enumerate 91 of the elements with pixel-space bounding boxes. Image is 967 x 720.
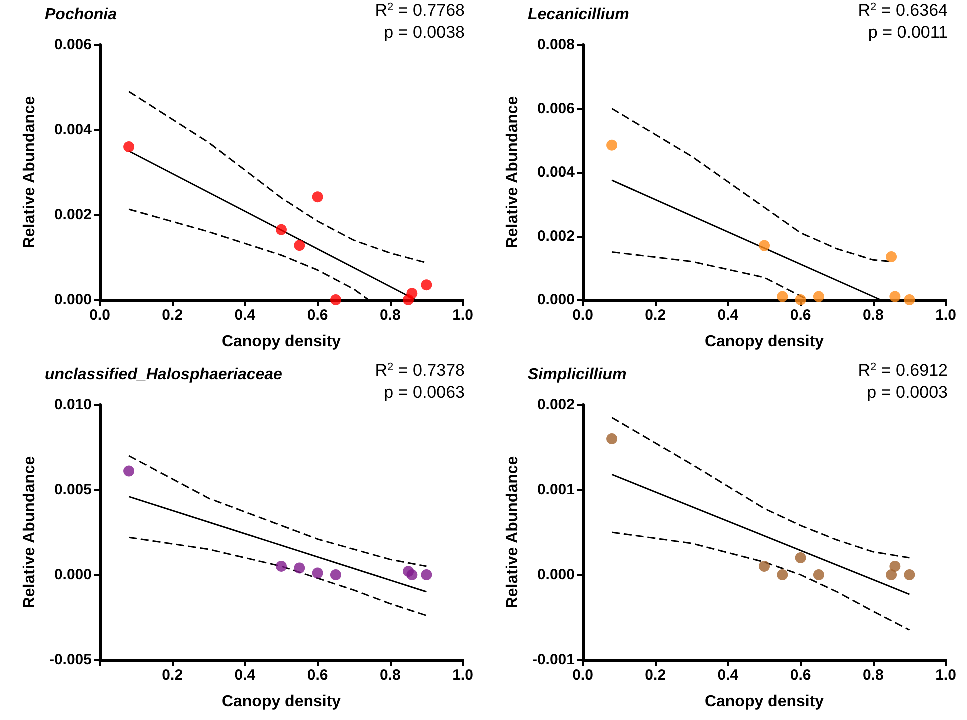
x-tick-label: 0.4 (718, 307, 740, 324)
x-tick-label: 0.6 (307, 667, 328, 684)
x-tick-label: 0.8 (862, 307, 884, 324)
x-tick-label: 0.4 (234, 667, 256, 684)
text: p = 0.0038 (384, 23, 466, 42)
x-tick-label: 0.6 (307, 307, 328, 324)
x-axis-title: Canopy density (222, 694, 342, 710)
y-tick-label: 0.010 (54, 396, 92, 414)
point (795, 552, 806, 564)
point (312, 192, 324, 203)
x-tick-label: 0.0 (572, 667, 594, 684)
line-series (611, 417, 910, 559)
text: p = 0.0003 (867, 383, 948, 402)
y-tick-label: 0.001 (537, 482, 575, 498)
y-tick-label: 0.000 (537, 292, 575, 308)
chart-title: unclassified_Halosphaeriaceae (45, 366, 283, 384)
x-tick-label: 0.4 (718, 667, 740, 684)
y-tick-label: 0.004 (537, 164, 576, 181)
point (330, 294, 342, 306)
x-tick-label: 0.0 (572, 307, 594, 324)
chart-title: Lecanicillium (528, 6, 630, 24)
chart-title: Pochonia (45, 6, 118, 24)
y-axis-title: Relative Abundance (22, 456, 38, 609)
x-tick-label: 1.0 (936, 307, 956, 324)
y-axis-title: Relative Abundance (504, 456, 522, 609)
point (606, 140, 618, 151)
y-tick-label: -0.001 (532, 652, 575, 668)
line-series (128, 536, 428, 617)
y-axis-title: Relative Abundance (22, 96, 38, 249)
x-tick-label: 1.0 (936, 667, 956, 684)
point (777, 291, 788, 302)
text: p = 0.0063 (384, 383, 466, 402)
point (813, 291, 824, 302)
text: p = 0.0011 (868, 23, 948, 42)
y-axis-title: Relative Abundance (504, 96, 522, 249)
point (421, 280, 432, 291)
x-tick-label: 0.2 (162, 667, 184, 684)
point (777, 570, 788, 580)
y-tick-label: 0.002 (54, 206, 92, 224)
chart-title: Simplicillium (528, 366, 627, 384)
x-tick-label: 0.8 (380, 307, 401, 324)
point (890, 291, 901, 302)
point (294, 240, 306, 252)
point (421, 570, 432, 580)
point (312, 568, 324, 579)
point (330, 570, 342, 580)
x-tick-label: 0.8 (862, 667, 884, 684)
point (606, 434, 618, 444)
point (276, 561, 287, 572)
point (795, 294, 806, 306)
y-tick-label: 0.002 (537, 396, 575, 414)
point (813, 570, 824, 580)
y-tick-label: 0.000 (537, 566, 575, 584)
line-series (128, 455, 428, 568)
point (406, 570, 418, 580)
y-tick-label: 0.006 (54, 36, 92, 54)
x-axis-title: Canopy density (704, 694, 824, 710)
y-tick-label: 0.005 (54, 482, 92, 498)
x-tick-label: 0.8 (380, 667, 401, 684)
y-tick-label: 0.000 (54, 292, 92, 308)
point (759, 561, 770, 572)
x-tick-label: 0.2 (645, 307, 666, 324)
point (904, 570, 916, 580)
point (890, 561, 901, 572)
x-tick-label: 0.0 (90, 307, 110, 324)
point (124, 466, 135, 477)
y-tick-label: 0.008 (537, 36, 575, 54)
y-tick-label: 0.004 (54, 122, 93, 138)
point (406, 288, 418, 300)
x-tick-label: 0.6 (790, 307, 812, 324)
point (904, 294, 916, 306)
point (276, 224, 287, 236)
x-axis-title: Canopy density (222, 334, 342, 350)
y-tick-label: 0.002 (537, 228, 575, 245)
y-tick-label: 0.000 (54, 566, 92, 584)
line-series (611, 532, 910, 631)
point (759, 240, 770, 252)
point (886, 251, 898, 262)
x-axis-title: Canopy density (704, 334, 824, 350)
x-tick-label: 0.2 (162, 307, 184, 324)
x-tick-label: 0.6 (790, 667, 812, 684)
point (294, 562, 306, 574)
point (124, 142, 135, 152)
y-tick-label: 0.006 (537, 100, 575, 118)
x-tick-label: 0.4 (234, 307, 256, 324)
x-tick-label: 0.2 (645, 667, 666, 684)
x-tick-label: 1.0 (452, 667, 474, 684)
line-series (128, 91, 428, 264)
point (886, 570, 898, 580)
x-tick-label: 1.0 (452, 307, 474, 324)
y-tick-label: -0.005 (49, 652, 92, 668)
